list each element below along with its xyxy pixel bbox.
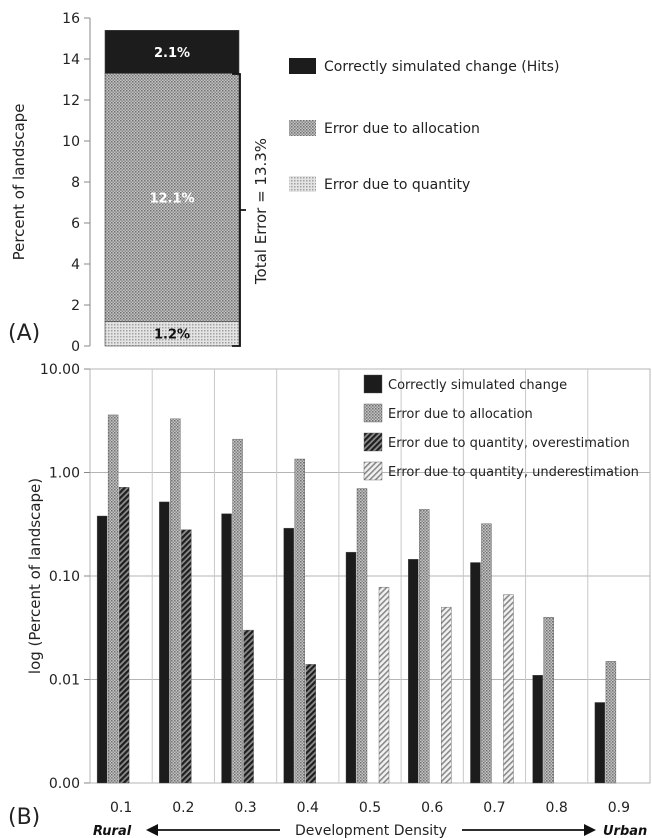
y-tick-label: 8 — [71, 175, 80, 191]
panel-b-xlabel: Development Density — [295, 823, 447, 838]
x-tick-label: 0.8 — [546, 800, 568, 816]
legend-swatch — [289, 176, 316, 192]
y-tick-label: 2 — [71, 298, 80, 314]
bar-segment — [104, 29, 240, 74]
x-tick-label: 0.1 — [110, 800, 132, 816]
legend-swatch — [363, 403, 383, 423]
bar — [543, 616, 554, 784]
y-tick-label: 4 — [71, 257, 80, 273]
bar — [594, 702, 606, 784]
bar — [294, 458, 305, 784]
bar — [503, 594, 514, 784]
legend-swatch — [289, 120, 316, 136]
panel-a-y-axis: 0 2 4 6 8 10 12 14 16 — [62, 11, 91, 355]
bar — [356, 488, 368, 784]
bar — [408, 559, 419, 784]
legend-label: Error due to quantity, underestimation — [388, 465, 639, 480]
panel-a-legend: Correctly simulated change (Hits) Error d… — [289, 58, 559, 193]
legend-label: Error due to allocation — [324, 121, 480, 137]
x-right-label: Urban — [603, 824, 647, 838]
bar — [481, 523, 492, 784]
bracket-label: Total Error = 13.3% — [252, 138, 270, 285]
total-error-bracket — [232, 73, 246, 347]
legend-label: Error due to quantity, overestimation — [388, 436, 630, 451]
bar — [283, 527, 294, 784]
bar — [470, 562, 481, 784]
legend-swatch — [289, 58, 316, 74]
bar — [118, 487, 130, 784]
y-tick-label: 1.00 — [49, 466, 80, 482]
x-tick-label: 0.2 — [172, 800, 194, 816]
bar — [345, 551, 357, 784]
panel-a-ylabel: Percent of landscape — [10, 104, 28, 261]
panel-b-bars — [96, 414, 617, 784]
y-tick-label: 14 — [62, 52, 80, 68]
panel-b: log (Percent of landscape) 0.00 0.01 0.10 1… — [8, 362, 651, 838]
panel-b-label: (B) — [8, 805, 40, 830]
legend-label: Correctly simulated change — [388, 378, 567, 393]
x-tick-label: 0.5 — [359, 800, 381, 816]
bar — [605, 661, 617, 784]
data-label: 12.1% — [149, 191, 194, 206]
bar-segment — [104, 73, 240, 322]
y-tick-label: 0.00 — [49, 776, 80, 792]
panel-b-ylabel: log (Percent of landscape) — [26, 478, 44, 674]
y-tick-label: 16 — [62, 11, 80, 27]
bar — [170, 418, 181, 784]
density-arrow — [146, 824, 596, 836]
panel-a-label: (A) — [8, 321, 40, 346]
legend-label: Correctly simulated change (Hits) — [324, 59, 559, 75]
y-tick-label: 6 — [71, 216, 80, 232]
bar — [441, 606, 452, 784]
legend-swatch — [363, 432, 383, 452]
y-tick-label: 10.00 — [40, 362, 80, 378]
legend-label: Error due to quantity — [324, 177, 470, 193]
x-tick-label: 0.7 — [483, 800, 505, 816]
bar — [159, 501, 170, 784]
panel-a-stacked-bar: 1.2% 12.1% 2.1% — [104, 29, 240, 347]
bar — [243, 629, 254, 784]
legend-swatch — [363, 374, 383, 394]
data-label: 2.1% — [154, 46, 190, 61]
panel-b-y-axis: 0.00 0.01 0.10 1.00 10.00 — [40, 362, 90, 792]
bar — [96, 515, 108, 784]
x-tick-label: 0.4 — [297, 800, 319, 816]
y-tick-label: 10 — [62, 134, 80, 150]
x-tick-label: 0.6 — [421, 800, 443, 816]
bar — [305, 664, 316, 784]
panel-b-x-axis: 0.1 0.2 0.3 0.4 0.5 0.6 0.7 0.8 0.9 — [110, 800, 630, 816]
bar — [378, 586, 390, 784]
bar — [221, 513, 232, 784]
data-label: 1.2% — [154, 328, 190, 343]
x-left-label: Rural — [93, 824, 132, 838]
bar — [181, 529, 192, 784]
y-tick-label: 0.01 — [49, 673, 80, 689]
y-tick-label: 0.10 — [49, 569, 80, 585]
panel-b-legend: Correctly simulated change Error due to a… — [363, 374, 639, 481]
bar — [419, 509, 430, 784]
x-tick-label: 0.3 — [234, 800, 256, 816]
y-tick-label: 12 — [62, 93, 80, 109]
legend-label: Error due to allocation — [388, 407, 533, 422]
bar — [232, 438, 243, 784]
y-tick-label: 0 — [71, 339, 80, 355]
bar — [107, 414, 119, 784]
legend-swatch — [363, 461, 383, 481]
x-tick-label: 0.9 — [608, 800, 630, 816]
bar — [532, 675, 543, 784]
